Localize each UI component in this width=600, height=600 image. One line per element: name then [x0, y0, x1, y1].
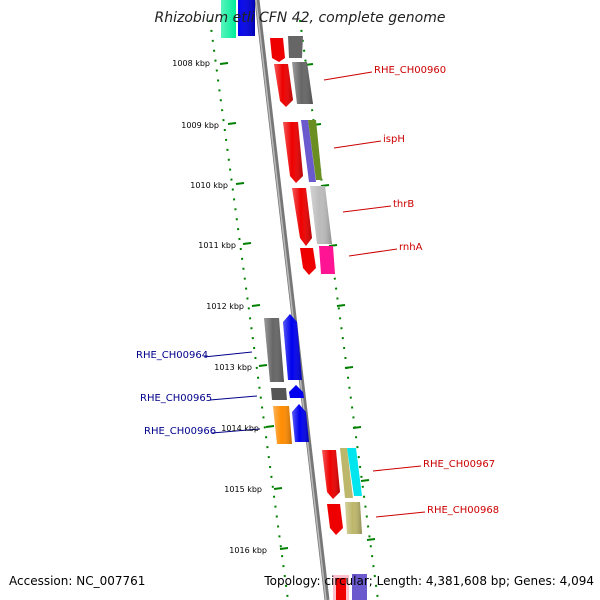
kbp-label-1015: 1015 kbp [224, 485, 262, 494]
genome-stats-label: Topology: circular; Length: 4,381,608 bp… [264, 574, 594, 588]
gene-arrow-gray-rhe-ch00965 [271, 388, 287, 400]
gene-arrow-bottom-red [336, 578, 346, 600]
genome-backbone [254, 0, 330, 600]
gene-label-isph[interactable]: ispH [383, 134, 405, 145]
gene-arrow-red-rnha [300, 248, 316, 275]
kbp-label-1016: 1016 kbp [229, 546, 267, 555]
kbp-label-1014: 1014 kbp [221, 424, 259, 433]
gene-shading [264, 62, 362, 534]
kbp-label-1008: 1008 kbp [172, 59, 210, 68]
gene-arrow-blue-rhe-ch00965 [289, 385, 304, 398]
gene-arrow-pink-rnha [319, 246, 335, 274]
gene-arrow-red-1 [270, 38, 285, 62]
kbp-label-1010: 1010 kbp [190, 181, 228, 190]
gene-label-rhe-ch00966[interactable]: RHE_CH00966 [144, 426, 217, 437]
gene-arrow-red-rhe-ch00968 [327, 504, 343, 535]
gene-label-rhe-ch00964[interactable]: RHE_CH00964 [136, 350, 209, 361]
kbp-label-1013: 1013 kbp [214, 363, 252, 372]
gene-label-rhe-ch00960[interactable]: RHE_CH00960 [374, 65, 447, 76]
gene-arrow-bottom-slate [352, 574, 367, 600]
gene-label-rhe-ch00967[interactable]: RHE_CH00967 [423, 459, 496, 470]
gene-arrow-khaki-rhe-ch00967 [340, 448, 353, 498]
gene-arrow-gray-1 [288, 36, 303, 58]
gene-arrow-slate-isph [301, 120, 316, 182]
genome-backbone-highlight [255, 0, 327, 600]
gene-label-rhe-ch00965[interactable]: RHE_CH00965 [140, 393, 213, 404]
accession-label: Accession: NC_007761 [9, 574, 146, 588]
kbp-label-1009: 1009 kbp [181, 121, 219, 130]
leader-lines-reverse [203, 351, 261, 434]
gene-arrow-cyan-rhe-ch00967 [347, 448, 362, 496]
map-title: Rhizobium etli CFN 42, complete genome [154, 10, 446, 26]
gene-arrow-olive-isph [308, 120, 322, 180]
kbp-label-1011: 1011 kbp [198, 241, 236, 250]
gene-label-rhe-ch00968[interactable]: RHE_CH00968 [427, 505, 500, 516]
gene-label-thrb[interactable]: thrB [393, 199, 415, 210]
leader-lines-forward [323, 71, 426, 518]
gene-label-rnha[interactable]: rnhA [399, 242, 423, 253]
kbp-label-1012: 1012 kbp [206, 302, 244, 311]
